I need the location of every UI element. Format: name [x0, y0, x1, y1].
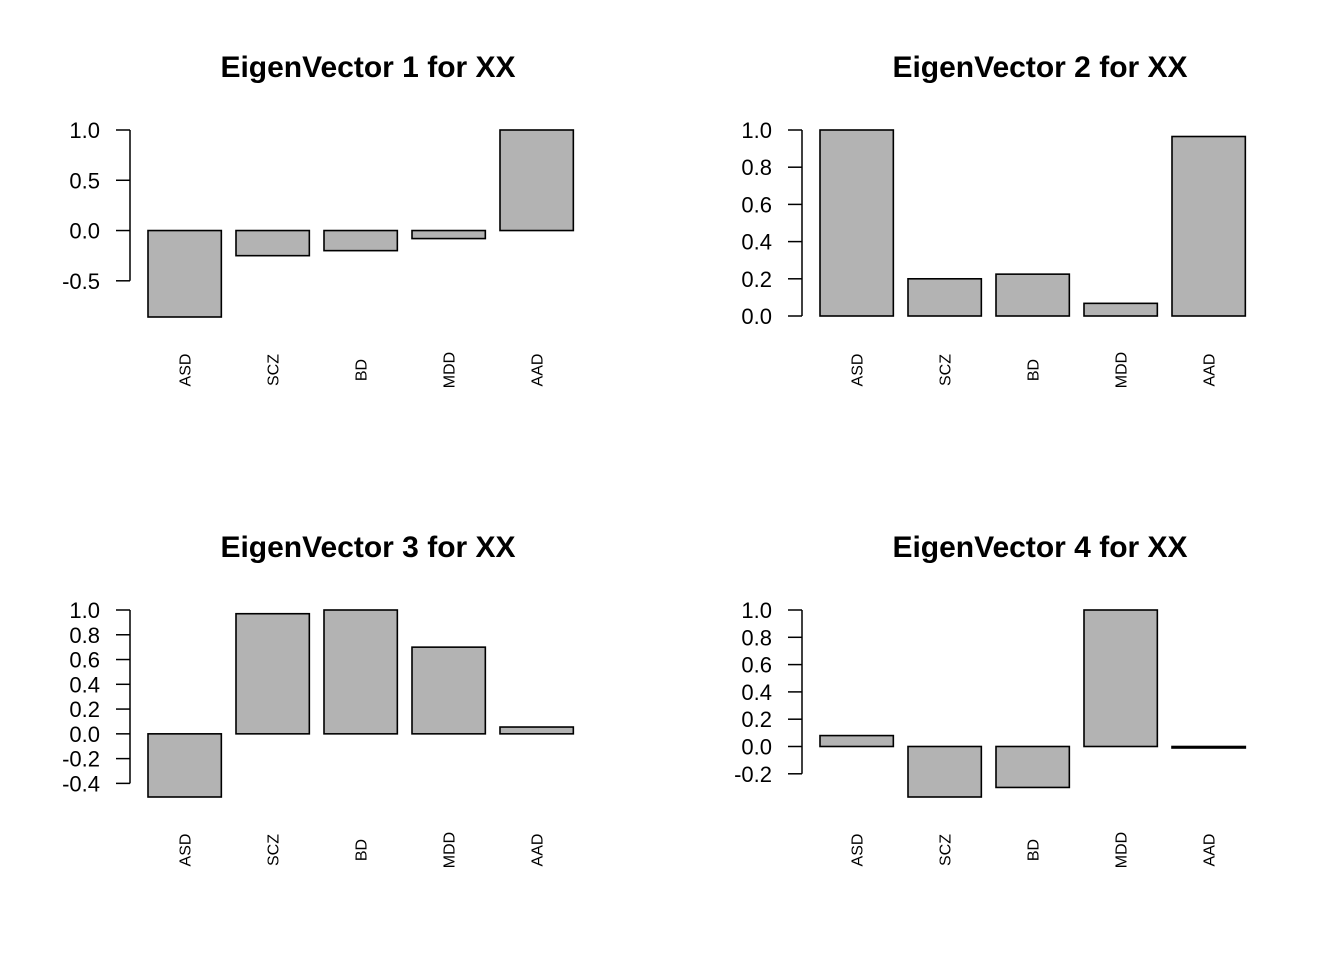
x-category-label: MDD — [1114, 352, 1131, 388]
chart-panel-1: EigenVector 1 for XX -0.5 0.0 0.5 1.0 ASD SCZ B… — [62, 51, 575, 388]
x-category-label: AAD — [1202, 834, 1219, 867]
y-tick-label: 0.4 — [741, 680, 772, 705]
y-tick-label: -0.4 — [62, 771, 100, 796]
x-category-label: AAD — [530, 834, 547, 867]
chart-panel-2: EigenVector 2 for XX 0.0 0.2 0.4 0.6 0.8 1.0 AS… — [741, 51, 1247, 388]
bar-asd — [819, 129, 895, 317]
x-category-label: SCZ — [938, 354, 955, 386]
bar-mdd — [1083, 302, 1159, 317]
bar-aad — [499, 726, 575, 735]
y-tick-label: 0.8 — [69, 623, 100, 648]
x-category-label: BD — [354, 359, 371, 381]
bar-mdd — [411, 646, 487, 735]
bar-scz — [235, 229, 311, 257]
y-tick-label: 1.0 — [741, 118, 772, 143]
x-category-label: AAD — [1202, 354, 1219, 387]
y-tick-label: 0.2 — [741, 707, 772, 732]
bar-scz — [907, 277, 983, 317]
chart-title: EigenVector 4 for XX — [892, 531, 1187, 564]
y-tick-label: 0.6 — [741, 653, 772, 678]
x-category-label: AAD — [530, 354, 547, 387]
chart-title: EigenVector 3 for XX — [220, 531, 515, 564]
y-tick-label: 0.0 — [69, 219, 100, 244]
bar-scz — [235, 612, 311, 735]
bar-aad — [1171, 135, 1247, 317]
bar-asd — [147, 229, 223, 318]
bar-bd — [323, 229, 399, 252]
bar-asd — [147, 733, 223, 798]
y-tick-label: 0.8 — [741, 155, 772, 180]
x-category-label: SCZ — [266, 834, 283, 866]
x-category-label: SCZ — [266, 354, 283, 386]
bar-aad — [499, 129, 575, 232]
y-tick-label: 0.2 — [69, 697, 100, 722]
y-tick-label: 0.2 — [741, 267, 772, 292]
y-tick-label: 0.4 — [741, 230, 772, 255]
y-tick-label: 0.6 — [69, 648, 100, 673]
x-category-label: MDD — [1114, 832, 1131, 868]
x-category-label: MDD — [442, 352, 459, 388]
y-tick-label: -0.5 — [62, 269, 100, 294]
x-category-label: BD — [354, 839, 371, 861]
y-tick-label: 1.0 — [69, 118, 100, 143]
y-tick-label: 0.6 — [741, 192, 772, 217]
x-category-label: ASD — [850, 834, 867, 867]
y-tick-label: 1.0 — [69, 598, 100, 623]
x-category-label: ASD — [850, 354, 867, 387]
y-tick-label: -0.2 — [62, 747, 100, 772]
bar-asd — [819, 734, 895, 748]
bar-bd — [323, 609, 399, 735]
y-tick-label: 0.8 — [741, 625, 772, 650]
bar-aad — [1171, 745, 1247, 749]
x-category-label: ASD — [178, 354, 195, 387]
y-tick-label: 0.5 — [69, 168, 100, 193]
x-category-label: MDD — [442, 832, 459, 868]
y-tick-label: 0.0 — [69, 722, 100, 747]
y-tick-label: 0.0 — [741, 734, 772, 759]
y-tick-label: 0.0 — [741, 304, 772, 329]
y-tick-label: 0.4 — [69, 672, 100, 697]
x-category-label: BD — [1026, 839, 1043, 861]
chart-title: EigenVector 1 for XX — [220, 51, 515, 84]
chart-title: EigenVector 2 for XX — [892, 51, 1187, 84]
x-category-label: SCZ — [938, 834, 955, 866]
y-tick-label: 1.0 — [741, 598, 772, 623]
chart-panel-4: EigenVector 4 for XX -0.2 0.00.20.40.6 0.81… — [734, 531, 1247, 868]
bar-bd — [995, 745, 1071, 789]
bar-mdd — [1083, 609, 1159, 748]
x-category-label: BD — [1026, 359, 1043, 381]
bar-mdd — [411, 229, 487, 240]
chart-panel-3: EigenVector 3 for XX -0.4-0.20.00.20.40.6… — [62, 531, 575, 868]
y-tick-label: -0.2 — [734, 762, 772, 787]
x-category-label: ASD — [178, 834, 195, 867]
bar-bd — [995, 273, 1071, 317]
bar-scz — [907, 745, 983, 798]
